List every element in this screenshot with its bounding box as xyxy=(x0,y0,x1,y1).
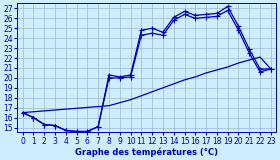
X-axis label: Graphe des températures (°C): Graphe des températures (°C) xyxy=(75,147,218,156)
